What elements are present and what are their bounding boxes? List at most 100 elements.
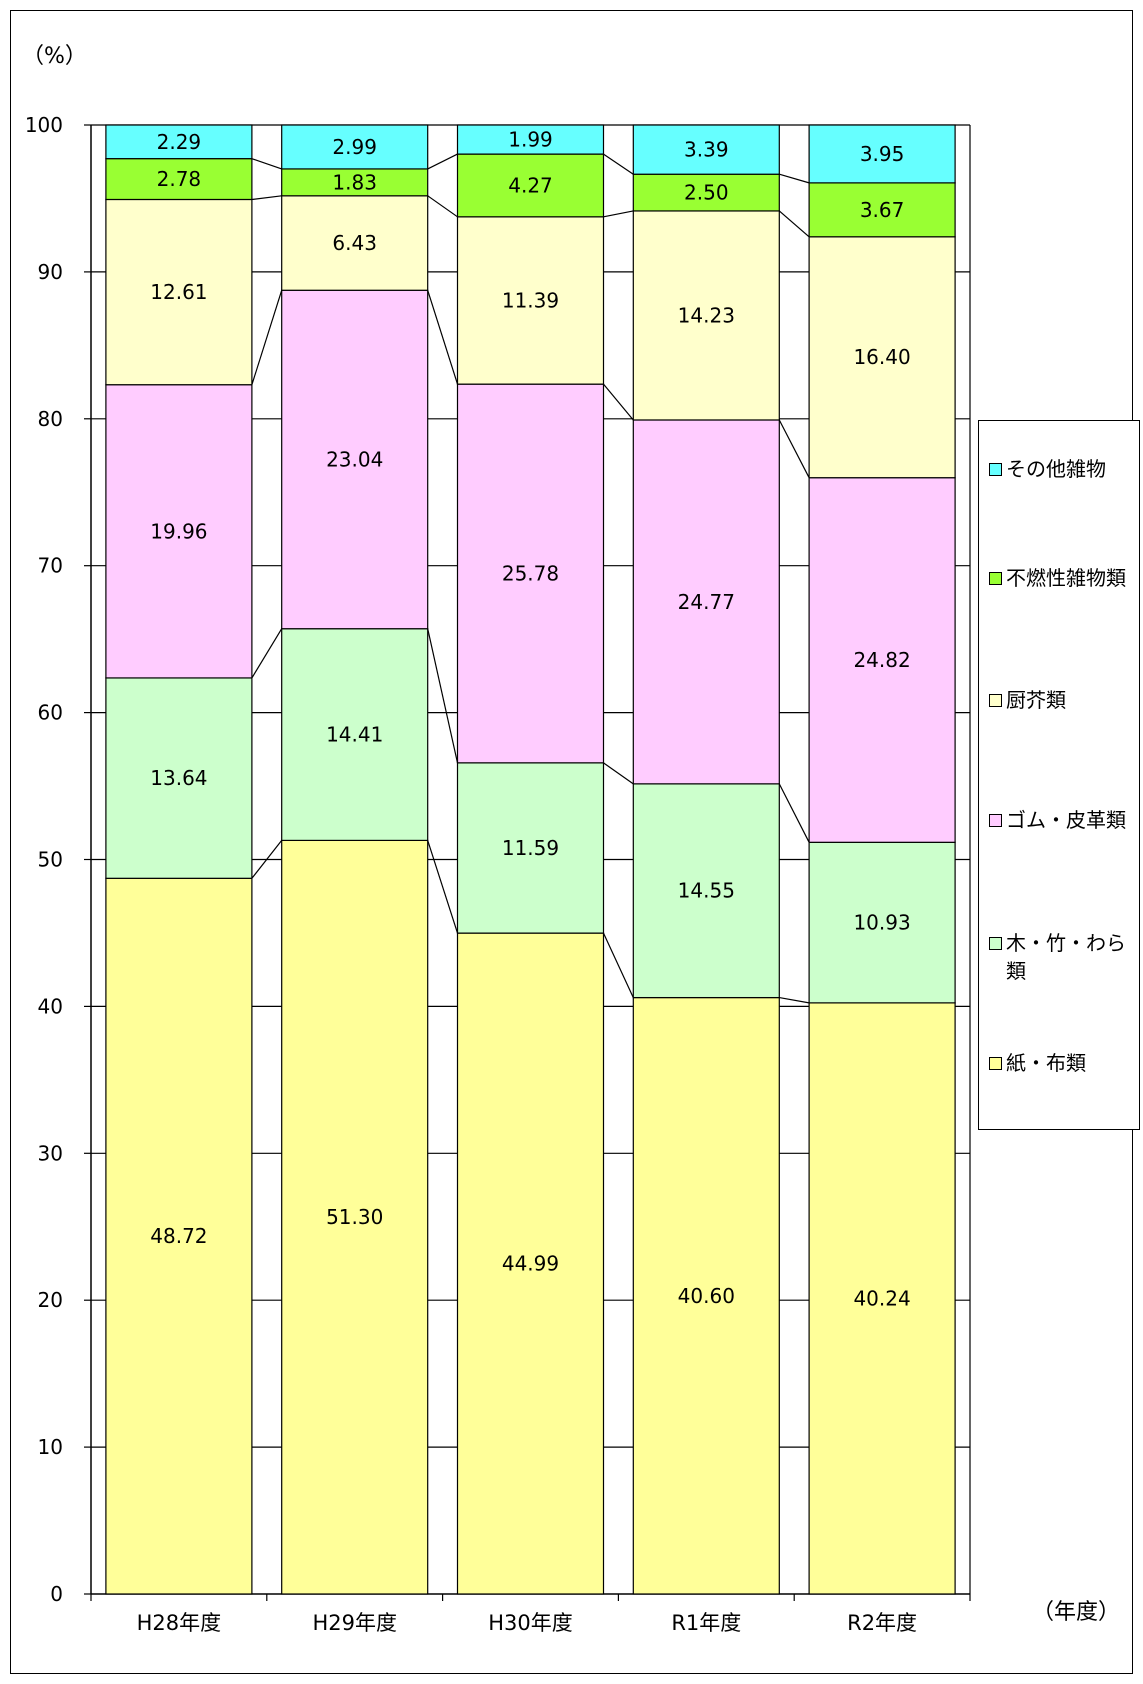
bar-segment xyxy=(456,124,605,155)
data-label: 6.43 xyxy=(332,231,377,255)
bar-segment xyxy=(632,996,780,1595)
bar-segment xyxy=(808,124,956,184)
x-axis-unit-label: （年度） xyxy=(1032,1600,1121,1625)
legend-swatch xyxy=(989,463,1002,476)
bar-segment xyxy=(632,783,780,999)
data-label: 2.50 xyxy=(684,181,729,205)
series-connector-line xyxy=(251,158,282,170)
legend-label: 紙・布類 xyxy=(1006,1051,1086,1075)
legend-label: 厨芥類 xyxy=(1006,688,1066,712)
data-label: 2.99 xyxy=(332,135,377,159)
legend-label: その他雑物 xyxy=(1006,457,1106,481)
data-label: 16.40 xyxy=(853,345,910,369)
bar-segment xyxy=(632,173,780,212)
data-label: 14.23 xyxy=(678,303,735,327)
bar-segment xyxy=(281,628,429,842)
series-connector-line xyxy=(427,840,459,934)
data-label: 2.78 xyxy=(157,167,202,191)
y-tick-label: 40 xyxy=(38,994,63,1018)
legend-swatch xyxy=(989,1057,1002,1070)
bar-segment xyxy=(281,289,429,630)
data-label: 51.30 xyxy=(326,1205,383,1229)
series-connector-line xyxy=(427,195,458,218)
bar-segment xyxy=(808,236,956,479)
series-connector-line xyxy=(778,419,810,478)
legend-item: その他雑物 xyxy=(989,455,1137,483)
series-connector-line xyxy=(779,996,810,1004)
bar-segment xyxy=(105,384,253,679)
data-label: 4.27 xyxy=(508,173,553,197)
bar-segment xyxy=(281,195,429,291)
data-label: 3.95 xyxy=(860,142,905,166)
series-connector-line xyxy=(251,195,282,201)
bar-segment xyxy=(456,216,605,385)
data-label: 44.99 xyxy=(502,1252,559,1276)
series-connector-line xyxy=(603,153,634,175)
series-connector-line xyxy=(602,932,634,998)
bar-segment xyxy=(105,677,253,879)
data-label: 24.82 xyxy=(853,648,910,672)
y-tick-label: 90 xyxy=(38,260,63,284)
x-tick-label: R2年度 xyxy=(847,1611,917,1635)
bar-segment xyxy=(632,210,780,421)
legend-label: ゴム・皮革類 xyxy=(1006,808,1126,832)
data-label: 11.39 xyxy=(502,288,559,312)
data-label: 40.24 xyxy=(853,1286,910,1310)
series-connector-line xyxy=(778,783,810,843)
y-tick-label: 70 xyxy=(38,554,63,578)
bar-segment xyxy=(105,877,253,1595)
data-label: 13.64 xyxy=(150,766,207,790)
data-label: 48.72 xyxy=(150,1224,207,1248)
data-label: 12.61 xyxy=(150,280,207,304)
x-tick-label: H28年度 xyxy=(137,1611,222,1635)
bar-segment xyxy=(632,419,780,785)
data-label: 23.04 xyxy=(326,447,383,471)
data-label: 10.93 xyxy=(853,911,910,935)
data-label: 25.78 xyxy=(502,561,559,585)
data-label: 11.59 xyxy=(502,836,559,860)
y-tick-label: 30 xyxy=(38,1141,63,1165)
series-connector-line xyxy=(427,153,458,170)
bar-segment xyxy=(281,839,429,1595)
bar-segment xyxy=(105,124,253,160)
legend-swatch xyxy=(989,572,1002,585)
legend-item: 厨芥類 xyxy=(989,686,1137,714)
y-axis-unit-label: （%） xyxy=(22,44,87,69)
bar-segment xyxy=(456,932,605,1595)
bar-segment xyxy=(456,383,605,764)
series-connector-line xyxy=(603,383,634,421)
data-label: 3.39 xyxy=(684,138,729,162)
bar-segment xyxy=(105,198,253,386)
series-connector-line xyxy=(603,210,634,218)
data-label: 19.96 xyxy=(150,519,207,543)
y-tick-label: 100 xyxy=(25,113,63,137)
legend-swatch xyxy=(989,694,1002,707)
data-label: 3.67 xyxy=(860,198,905,222)
bar-segment xyxy=(632,124,780,175)
series-connector-line xyxy=(251,290,283,385)
bar-segment xyxy=(456,762,605,934)
x-tick-label: H30年度 xyxy=(488,1611,573,1635)
x-tick-label: R1年度 xyxy=(671,1611,741,1635)
data-label: 24.77 xyxy=(678,590,735,614)
legend-label: 木・竹・わら類 xyxy=(1006,931,1126,983)
legend-item: ゴム・皮革類 xyxy=(989,806,1137,834)
bar-segment xyxy=(281,168,429,197)
legend-item: 木・竹・わら類 xyxy=(989,929,1137,985)
bar-segment xyxy=(281,124,429,170)
y-tick-label: 50 xyxy=(38,848,63,872)
y-tick-label: 60 xyxy=(38,701,63,725)
legend-item: 紙・布類 xyxy=(989,1049,1137,1077)
bar-segment xyxy=(105,158,253,201)
legend-item: 不燃性雑物類 xyxy=(989,564,1137,592)
legend-label: 不燃性雑物類 xyxy=(1006,566,1126,590)
series-connector-line xyxy=(427,628,459,763)
data-label: 2.29 xyxy=(157,130,202,154)
y-tick-label: 20 xyxy=(38,1288,63,1312)
y-tick-label: 10 xyxy=(38,1435,63,1459)
legend: その他雑物不燃性雑物類 厨芥類ゴム・皮革類木・竹・わら類紙・布類 xyxy=(978,420,1140,1130)
bar-segment xyxy=(808,1002,956,1595)
legend-swatch xyxy=(989,814,1002,827)
series-connector-line xyxy=(779,173,810,184)
